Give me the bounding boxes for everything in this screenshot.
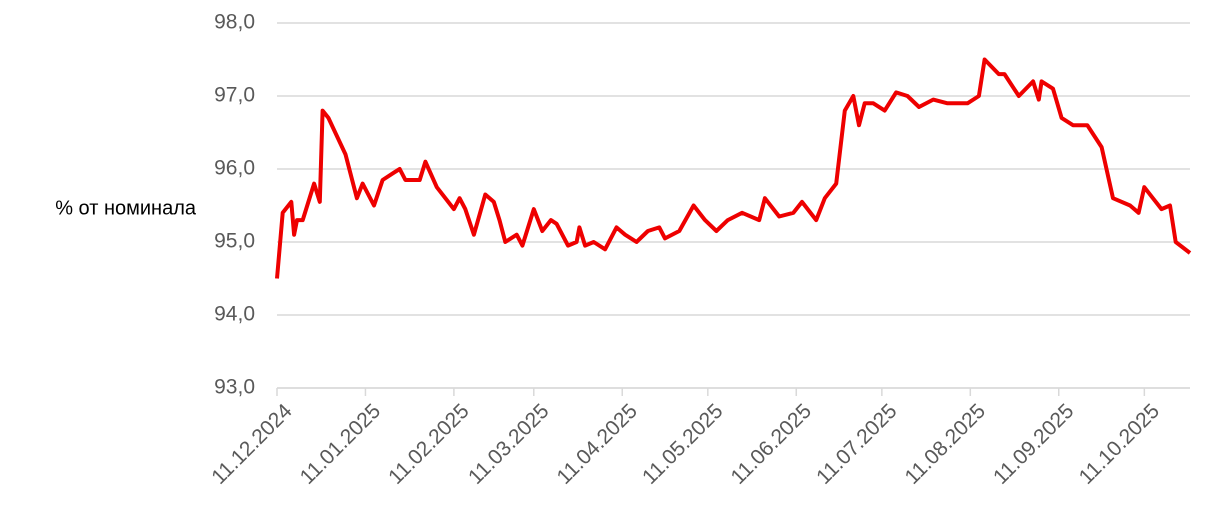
x-tick-label: 11.04.2025 [552,399,641,488]
y-tick-label: 97,0 [214,84,255,107]
x-tick-label: 11.09.2025 [989,399,1078,488]
x-tick-label: 11.03.2025 [464,399,553,488]
y-tick-label: 94,0 [214,303,255,326]
y-tick-label: 96,0 [214,157,255,180]
x-tick-label: 11.05.2025 [638,399,727,488]
y-tick-label: 95,0 [214,230,255,253]
y-tick-label: 93,0 [214,376,255,399]
x-tick-label: 11.07.2025 [812,399,901,488]
y-tick-label: 98,0 [214,11,255,34]
data-line [275,57,1192,279]
x-tick-label: 11.10.2025 [1075,399,1164,488]
x-tick-label: 11.01.2025 [296,399,385,488]
y-axis-label: % от номинала [55,197,197,219]
x-tick-label: 11.08.2025 [901,399,990,488]
x-tick-label: 11.06.2025 [727,399,816,488]
x-tick-label: 11.02.2025 [384,399,473,488]
x-tick-label: 11.12.2024 [207,399,297,489]
